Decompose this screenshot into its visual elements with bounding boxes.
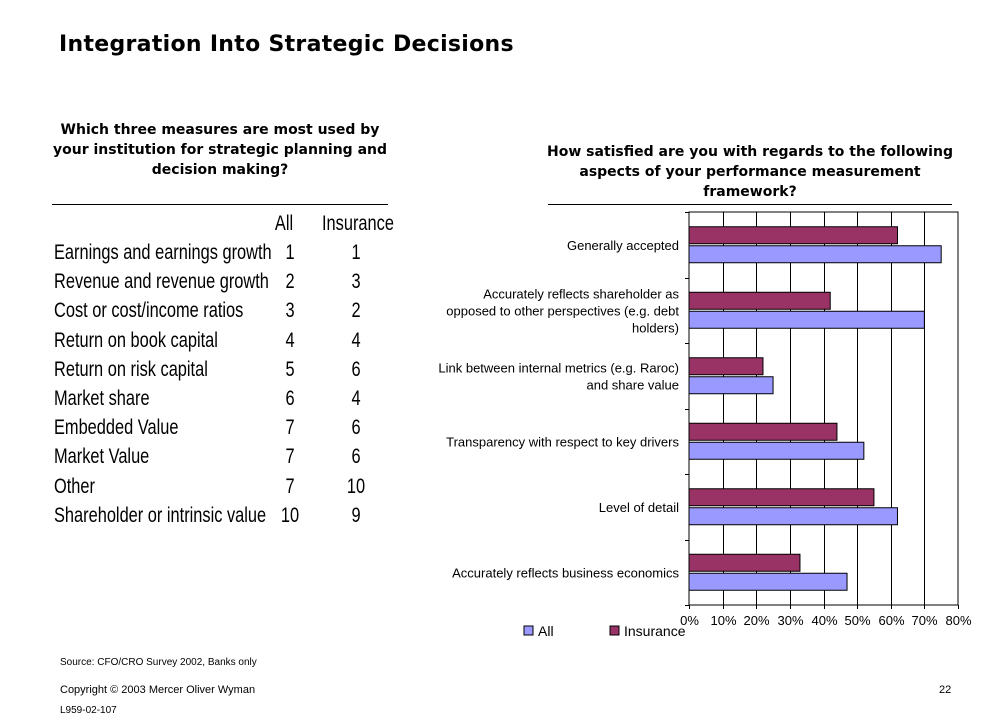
bar-insurance — [688, 488, 875, 507]
bar-all — [688, 572, 848, 591]
x-tick-label: 40% — [811, 613, 837, 628]
category-label: Link between internal metrics (e.g. Raro… — [438, 360, 679, 375]
category-label: Generally accepted — [567, 238, 679, 253]
x-tick-label: 30% — [777, 613, 803, 628]
rank-all: 4 — [285, 328, 295, 352]
x-tick-label: 20% — [743, 613, 769, 628]
measure-label: Return on book capital — [54, 328, 218, 352]
rank-all: 7 — [285, 474, 295, 498]
bar-all — [688, 507, 898, 526]
category-label: Accurately reflects business economics — [452, 565, 679, 580]
bar-all — [688, 376, 774, 395]
rank-insurance: 1 — [351, 241, 361, 264]
bar-insurance — [688, 357, 764, 376]
x-tick-label: 50% — [844, 613, 870, 628]
rank-all: 7 — [285, 445, 295, 469]
bar-insurance — [688, 291, 831, 310]
source-note: Source: CFO/CRO Survey 2002, Banks only — [60, 657, 257, 668]
category-label: holders) — [632, 320, 679, 335]
measure-label: Shareholder or intrinsic value — [54, 503, 267, 527]
bar-all — [688, 441, 865, 460]
rank-insurance: 4 — [351, 328, 361, 352]
right-question: How satisfied are you with regards to th… — [547, 144, 953, 200]
measure-label: Embedded Value — [54, 416, 179, 440]
rank-all: 1 — [285, 241, 295, 264]
rank-insurance: 6 — [351, 357, 361, 381]
rank-all: 2 — [285, 270, 295, 294]
bar-all — [688, 245, 942, 264]
rank-insurance: 9 — [351, 503, 361, 527]
right-divider — [548, 204, 952, 205]
x-tick-label: 60% — [878, 613, 904, 628]
rank-all: 5 — [285, 357, 295, 381]
left-divider — [52, 204, 388, 205]
rank-insurance: 4 — [351, 387, 361, 410]
rank-all: 10 — [280, 503, 300, 527]
plot-area — [688, 211, 959, 606]
legend-swatch-insurance — [609, 625, 620, 636]
measure-label: Revenue and revenue growth — [54, 270, 269, 294]
page-title: Integration Into Strategic Decisions — [59, 32, 514, 57]
rank-all: 6 — [285, 387, 295, 410]
bar-insurance — [688, 226, 898, 245]
rank-insurance: 2 — [351, 299, 361, 323]
document-code: L959-02-107 — [60, 705, 117, 716]
x-tick-label: 10% — [710, 613, 736, 628]
column-header-all: All — [274, 212, 294, 235]
measure-label: Cost or cost/income ratios — [54, 299, 244, 323]
category-label: Transparency with respect to key drivers — [446, 434, 679, 449]
legend-label-insurance: Insurance — [624, 623, 686, 639]
bar-all — [688, 310, 925, 329]
measure-label: Other — [54, 474, 95, 498]
x-tick-label: 70% — [911, 613, 937, 628]
column-header-insurance: Insurance — [322, 212, 394, 235]
copyright: Copyright © 2003 Mercer Oliver Wyman — [60, 684, 256, 696]
rank-insurance: 10 — [346, 474, 366, 498]
left-question: Which three measures are most used by yo… — [52, 122, 388, 178]
bar-insurance — [688, 422, 838, 441]
category-label: and share value — [586, 377, 679, 392]
category-label: Accurately reflects shareholder as — [483, 286, 679, 301]
x-tick-label: 80% — [945, 613, 971, 628]
category-label: opposed to other perspectives (e.g. debt — [446, 303, 679, 318]
measure-label: Market share — [54, 387, 150, 410]
rank-all: 3 — [285, 299, 295, 323]
page-number: 22 — [939, 684, 952, 696]
legend-swatch-all — [523, 625, 534, 636]
rank-insurance: 6 — [351, 445, 361, 469]
category-label: Level of detail — [599, 500, 679, 515]
measure-label: Earnings and earnings growth — [54, 241, 272, 264]
rank-insurance: 6 — [351, 416, 361, 440]
x-tick-label: 0% — [680, 613, 699, 628]
rank-insurance: 3 — [351, 270, 361, 294]
bar-insurance — [688, 553, 801, 572]
rank-all: 7 — [285, 416, 295, 440]
measure-label: Return on risk capital — [54, 357, 208, 381]
measure-label: Market Value — [54, 445, 150, 469]
legend-label-all: All — [538, 623, 554, 639]
